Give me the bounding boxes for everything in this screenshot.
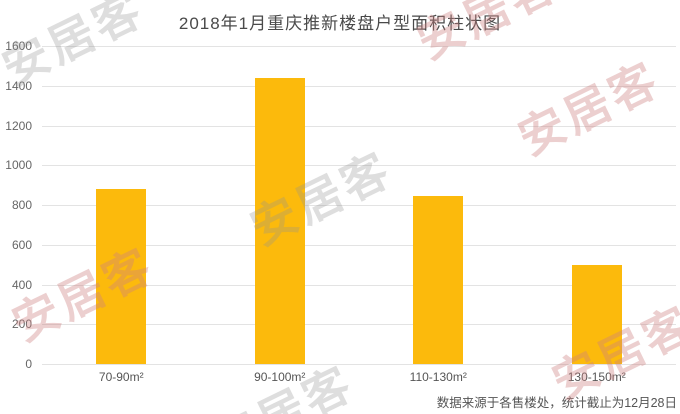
x-axis-tick-label: 90-100m²: [254, 370, 306, 384]
x-axis-tick-label: 110-130m²: [409, 370, 467, 384]
y-axis-tick-label: 600: [11, 237, 32, 252]
bar: [96, 189, 147, 364]
x-axis-tick-label: 130-150m²: [567, 370, 626, 384]
gridline: [42, 364, 676, 365]
y-axis-tick-label: 1000: [5, 158, 32, 173]
gridline: [42, 205, 676, 206]
y-axis-tick-label: 0: [25, 357, 32, 371]
y-axis-tick-label: 1400: [5, 78, 32, 93]
bar: [254, 78, 305, 364]
chart-title: 2018年1月重庆推新楼盘户型面积柱状图: [178, 14, 502, 33]
data-source-note: 数据来源于各售楼处，统计截止为12月28日: [436, 396, 677, 410]
gridline: [42, 85, 676, 87]
gridline: [42, 125, 676, 127]
y-axis-tick-label: 200: [11, 317, 32, 332]
y-axis-tick-label: 400: [11, 277, 32, 292]
bar: [413, 196, 464, 364]
gridline: [42, 46, 676, 47]
gridline: [42, 244, 676, 246]
bar: [571, 265, 622, 364]
y-axis-tick-label: 800: [11, 198, 32, 212]
y-axis-tick-label: 1200: [5, 118, 32, 133]
gridline: [42, 284, 676, 286]
gridline: [42, 165, 676, 167]
brand-watermark: 安居客: [510, 52, 669, 165]
y-axis-tick-label: 1600: [5, 39, 32, 53]
x-axis-tick-label: 70-90m²: [98, 370, 144, 384]
gridline: [42, 324, 676, 326]
